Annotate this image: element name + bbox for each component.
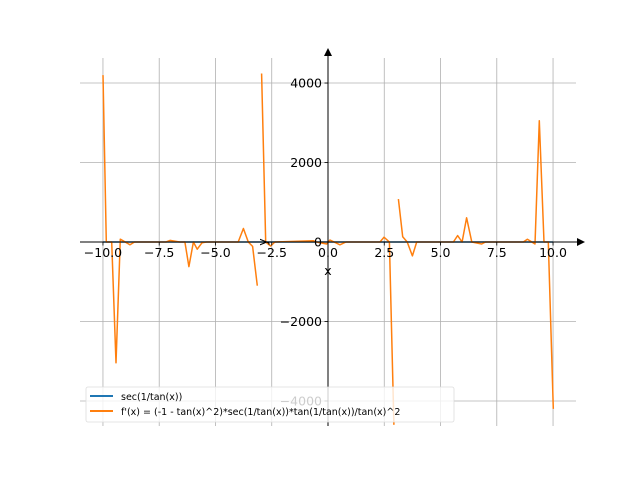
x-tick-label: 5.0 [431,245,451,260]
x-tick-label: 10.0 [539,245,567,260]
y-tick-label: 4000 [290,76,322,91]
x-tick-label: −7.5 [144,245,174,260]
legend-label-series-0: sec(1/tan(x)) [121,392,182,403]
y-tick-label: −2000 [280,314,322,329]
x-axis-arrow-icon [577,238,585,246]
axes [80,48,585,426]
x-axis-label: x [324,263,331,278]
y-tick-label: 2000 [290,155,322,170]
x-tick-label: −2.5 [257,245,287,260]
legend-box [85,386,455,423]
y-tick-label: 0 [314,235,322,250]
x-tick-label: −10.0 [84,245,122,260]
y-axis-label: y [255,238,270,246]
legend: sec(1/tan(x)) f'(x) = (-1 - tan(x)^2)*se… [85,386,455,423]
y-axis-arrow-icon [324,48,332,56]
x-tick-label: 0.0 [318,245,338,260]
x-tick-label: 2.5 [374,245,394,260]
legend-label-series-1: f'(x) = (-1 - tan(x)^2)*sec(1/tan(x))*ta… [121,407,400,418]
x-tick-label: 7.5 [487,245,507,260]
x-tick-label: −5.0 [200,245,230,260]
